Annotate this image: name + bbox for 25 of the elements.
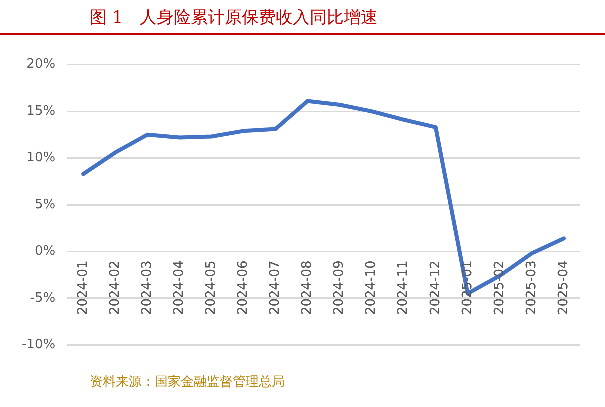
x-tick-label: 2024-10: [364, 260, 380, 316]
x-tick-label: 2024-03: [140, 260, 156, 316]
x-tick-label: 2025-04: [556, 260, 572, 316]
x-tick-label: 2024-02: [108, 260, 123, 316]
x-tick-label: 2024-06: [236, 260, 252, 316]
y-tick-label: 10%: [26, 150, 56, 166]
x-tick-label: 2024-09: [332, 260, 348, 316]
x-tick-label: 2024-07: [268, 260, 284, 316]
y-tick-label: -10%: [22, 338, 56, 353]
y-tick-label: 0%: [34, 244, 56, 260]
x-tick-label: 2024-04: [172, 260, 188, 316]
x-tick-label: 2024-11: [396, 260, 412, 316]
chart-title: 图 1 人身险累计原保费收入同比增速: [0, 0, 605, 35]
y-tick-label: 5%: [34, 197, 56, 212]
x-tick-label: 2024-08: [300, 260, 316, 316]
x-tick-label: 2024-05: [204, 260, 220, 316]
x-tick-label: 2024-12: [428, 260, 444, 316]
x-tick-label: 2025-01: [460, 260, 476, 316]
y-tick-label: -5%: [30, 290, 56, 306]
x-tick-label: 2025-03: [524, 260, 540, 316]
x-tick-label: 2025-02: [492, 260, 508, 316]
x-tick-label: 2024-01: [76, 260, 91, 316]
y-tick-label: 15%: [26, 104, 56, 119]
text: 资料来源：国家金融监督管理总局: [89, 374, 286, 391]
y-tick-label: 20%: [26, 57, 56, 72]
